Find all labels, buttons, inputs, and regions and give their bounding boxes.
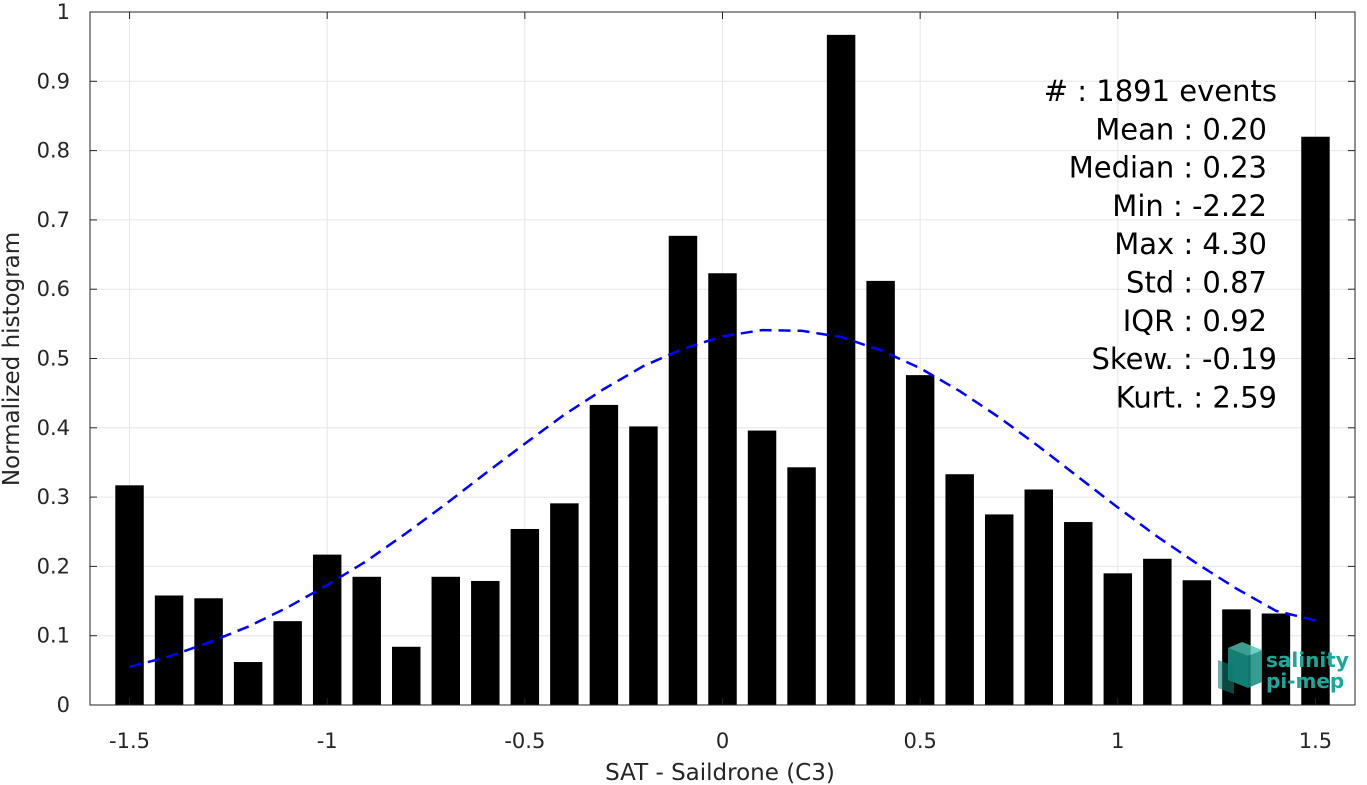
logo-text-line1: salinity xyxy=(1266,648,1349,672)
histogram-bar xyxy=(1182,580,1212,705)
x-tick-label: -1 xyxy=(317,729,338,753)
y-tick-label: 0.4 xyxy=(37,416,70,440)
fit-curve-layer xyxy=(129,328,1316,669)
histogram-bar xyxy=(510,528,540,705)
y-tick-label: 0.6 xyxy=(37,277,70,301)
histogram-bar xyxy=(866,280,895,705)
y-tick-label: 0.8 xyxy=(37,139,70,163)
bars-layer xyxy=(115,34,1330,706)
stats-line: Mean : 0.20 xyxy=(1095,112,1267,146)
histogram-bar xyxy=(352,576,381,705)
histogram-bar xyxy=(233,662,263,705)
histogram-bar xyxy=(1064,522,1093,705)
histogram-bar xyxy=(589,404,619,705)
histogram-bar xyxy=(194,598,223,705)
tick-labels-layer: -1.5 -1 -0.5 0 0.5 1 1.5 0 0.1 0.2 0.3 0.4 0.5 0.6 0.7… xyxy=(37,0,1333,753)
x-tick-label: 1.5 xyxy=(1299,729,1332,753)
histogram-bar xyxy=(550,503,579,705)
logo-text-line2: pi-mep xyxy=(1266,669,1344,693)
y-tick-label: 0 xyxy=(57,693,70,717)
stats-line: Std : 0.87 xyxy=(1126,266,1267,300)
x-tick-label: 1 xyxy=(1111,729,1124,753)
stats-line: # : 1891 events xyxy=(1044,74,1277,108)
y-tick-label: 0.2 xyxy=(37,554,70,578)
x-tick-label: -1.5 xyxy=(109,729,150,753)
stats-line: Skew. : -0.19 xyxy=(1091,342,1277,376)
histogram-bar xyxy=(668,235,698,706)
y-tick-label: 0.1 xyxy=(37,624,70,648)
histogram-bar xyxy=(273,621,302,705)
histogram-bar xyxy=(945,474,974,705)
stats-annotation: # : 1891 events Mean : 0.20 Median : 0.23 M… xyxy=(1044,74,1277,414)
stats-line: Median : 0.23 xyxy=(1069,151,1267,185)
histogram-bar xyxy=(905,375,935,705)
histogram-bar xyxy=(431,576,461,705)
histogram-bar xyxy=(984,514,1014,705)
x-axis-title: SAT - Saildrone (C3) xyxy=(605,760,835,785)
y-tick-label: 0.7 xyxy=(37,208,70,232)
histogram-bar xyxy=(471,580,500,705)
axes-layer xyxy=(89,11,1356,706)
y-tick-label: 0.9 xyxy=(37,69,70,93)
y-tick-label: 0.5 xyxy=(37,347,70,371)
histogram-bar xyxy=(392,646,421,705)
histogram-bar xyxy=(1143,558,1172,705)
histogram-bar xyxy=(312,554,342,705)
histogram-bar xyxy=(115,485,144,705)
x-tick-label: 0 xyxy=(716,729,729,753)
stats-line: Kurt. : 2.59 xyxy=(1116,380,1277,414)
histogram-bar xyxy=(154,595,184,705)
stats-line: Min : -2.22 xyxy=(1112,189,1267,223)
y-axis-title: Normalized histogram xyxy=(0,232,25,486)
histogram-bar xyxy=(1301,136,1330,706)
histogram-bar xyxy=(1261,613,1291,705)
stats-line: IQR : 0.92 xyxy=(1123,304,1267,338)
histogram-bar xyxy=(629,426,658,705)
histogram-bar xyxy=(826,34,856,705)
y-tick-label: 1 xyxy=(57,0,70,24)
x-tick-label: -0.5 xyxy=(504,729,545,753)
stats-line: Max : 4.30 xyxy=(1114,227,1267,261)
cube-logo-icon xyxy=(1218,642,1262,694)
histogram-bar xyxy=(747,430,777,705)
histogram-bar xyxy=(787,467,816,705)
histogram-bar xyxy=(1103,573,1133,705)
y-tick-label: 0.3 xyxy=(37,485,70,509)
x-tick-label: 0.5 xyxy=(903,729,936,753)
histogram-bar xyxy=(708,273,737,705)
salinity-pi-mep-logo: salinity pi-mep xyxy=(1218,642,1349,694)
histogram-bar xyxy=(1024,489,1053,705)
normal-fit-curve xyxy=(129,328,1316,669)
